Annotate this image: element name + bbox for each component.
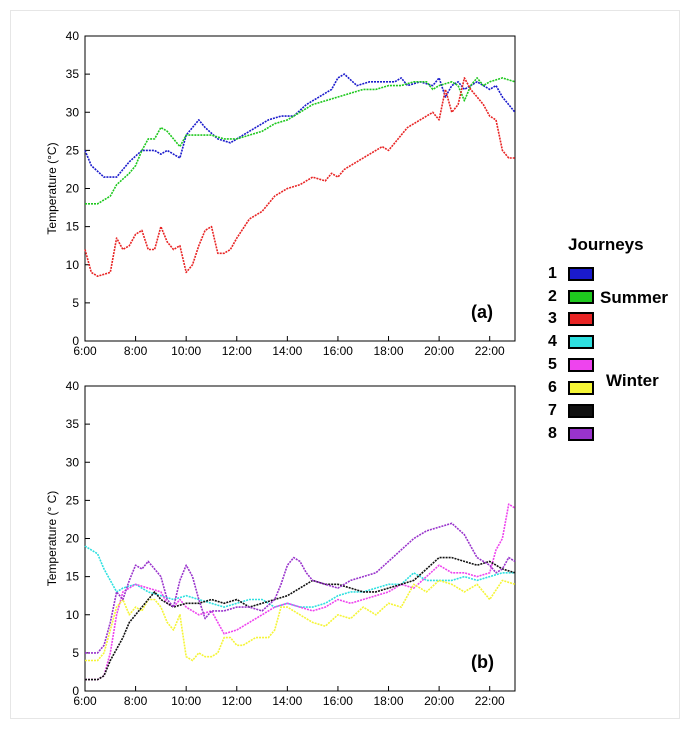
y-axis-label: Temperature (°C) (45, 142, 59, 234)
legend-item-8: 8 (548, 425, 594, 443)
legend-item-6: 6 (548, 379, 594, 397)
x-tick-label: 20:00 (424, 694, 454, 708)
legend-item-4: 4 (548, 333, 594, 351)
y-tick-label: 5 (72, 646, 79, 660)
legend-swatch (568, 312, 594, 326)
y-tick-label: 15 (66, 220, 80, 234)
x-tick-label: 14:00 (272, 694, 302, 708)
series-line-8 (85, 522, 516, 654)
y-tick-label: 25 (66, 493, 80, 507)
legend-swatch (568, 404, 594, 418)
y-tick-label: 10 (66, 258, 80, 272)
y-axis-label: Temperature (° C) (45, 491, 59, 587)
legend-group-summer: Summer (600, 288, 669, 307)
x-tick-label: 8:00 (124, 344, 148, 358)
panel-label: (b) (471, 652, 494, 672)
legend-swatch (568, 267, 594, 281)
legend-label: 1 (548, 265, 557, 282)
chart-panel-1: 0 5 10 15 20 25 30 35 40 6:00 8:00 10:00 12:00 14:00 1… (45, 29, 516, 358)
series-line-1 (84, 73, 516, 178)
y-tick-label: 30 (66, 105, 80, 119)
y-tick-label: 10 (66, 608, 80, 622)
x-tick-label: 10:00 (171, 694, 201, 708)
series-line-2 (85, 77, 516, 205)
legend-label: 3 (548, 310, 557, 327)
y-tick-label: 30 (66, 455, 80, 469)
legend-item-1: 1 (548, 265, 594, 283)
x-tick-label: 18:00 (374, 694, 404, 708)
series-line-7 (85, 556, 516, 681)
plot-area (84, 385, 516, 692)
legend-swatch (568, 381, 594, 395)
legend-label: 5 (548, 356, 557, 373)
x-tick-label: 12:00 (222, 694, 252, 708)
legend-item-2: 2 (548, 288, 594, 306)
x-tick-label: 22:00 (475, 344, 505, 358)
legend-swatch (568, 427, 594, 441)
y-tick-label: 35 (66, 417, 80, 431)
y-tick-label: 40 (66, 379, 80, 393)
legend-group-winter: Winter (606, 371, 659, 390)
panel-label: (a) (471, 302, 493, 322)
legend: Journeys 1 2 3 4 5 6 7 8 (548, 235, 688, 460)
x-tick-label: 22:00 (475, 694, 505, 708)
series-line-5 (85, 503, 516, 681)
x-tick-label: 12:00 (222, 344, 252, 358)
legend-swatch (568, 358, 594, 372)
legend-swatch (568, 335, 594, 349)
x-tick-label: 16:00 (323, 694, 353, 708)
y-tick-label: 25 (66, 143, 80, 157)
y-tick-label: 35 (66, 67, 80, 81)
x-tick-label: 16:00 (323, 344, 353, 358)
legend-label: 4 (548, 333, 557, 350)
x-tick-label: 20:00 (424, 344, 454, 358)
legend-item-7: 7 (548, 402, 594, 420)
x-tick-label: 18:00 (374, 344, 404, 358)
series-line-4 (84, 545, 515, 608)
legend-label: 2 (548, 288, 557, 305)
x-tick-label: 8:00 (124, 694, 148, 708)
legend-item-5: 5 (548, 356, 594, 374)
legend-item-3: 3 (548, 310, 594, 328)
x-tick-label: 10:00 (171, 344, 201, 358)
y-tick-label: 20 (66, 182, 80, 196)
legend-label: 7 (548, 402, 557, 419)
x-tick-label: 14:00 (272, 344, 302, 358)
x-tick-label: 6:00 (73, 694, 97, 708)
y-tick-label: 40 (66, 29, 80, 43)
chart-panel-2: 0 5 10 15 20 25 30 35 40 6:00 8:00 10:00 12:00 14:00 1… (45, 379, 516, 708)
y-tick-label: 0 (72, 684, 79, 698)
y-tick-label: 20 (66, 532, 80, 546)
y-tick-label: 15 (66, 570, 80, 584)
series-line-3 (84, 77, 515, 278)
legend-title: Journeys (568, 235, 644, 254)
legend-label: 8 (548, 425, 557, 442)
legend-label: 6 (548, 379, 557, 396)
series-line-6 (85, 579, 516, 662)
x-tick-label: 6:00 (73, 344, 97, 358)
y-tick-label: 5 (72, 296, 79, 310)
legend-swatch (568, 290, 594, 304)
y-tick-label: 0 (72, 334, 79, 348)
